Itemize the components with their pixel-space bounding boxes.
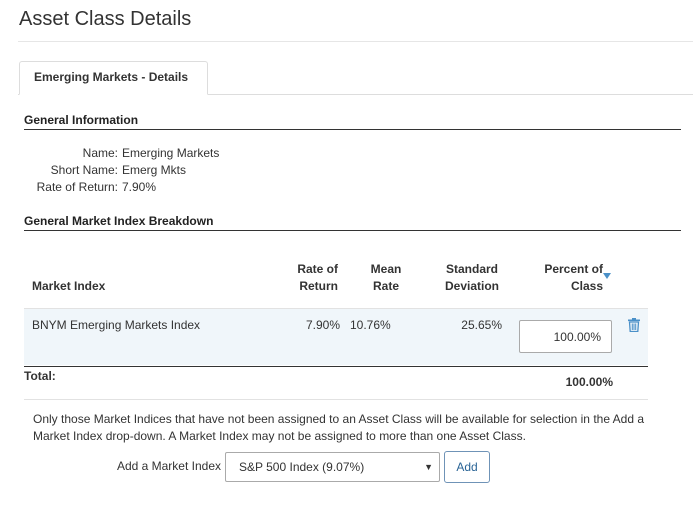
column-header-rate-of-return-line2: Return	[299, 279, 338, 293]
total-value: 100.00%	[565, 375, 613, 389]
info-label-short-name: Short Name:	[50, 163, 118, 177]
column-header-mean-rate-line2: Rate	[372, 279, 399, 293]
title-divider	[18, 41, 693, 42]
percent-of-class-input[interactable]	[519, 320, 612, 353]
column-header-percent-line1: Percent of	[544, 262, 603, 276]
column-header-standard-deviation[interactable]: Standard Deviation	[432, 261, 512, 295]
column-header-market-index[interactable]: Market Index	[32, 279, 106, 293]
column-header-mean-rate[interactable]: Mean Rate	[358, 261, 414, 295]
chevron-down-icon: ▼	[424, 462, 433, 472]
total-divider	[24, 366, 648, 367]
info-label-name: Name:	[82, 146, 118, 160]
cell-mean-rate: 10.76%	[350, 318, 391, 332]
general-information-heading: General Information	[24, 113, 681, 130]
cell-market-index: BNYM Emerging Markets Index	[32, 318, 201, 332]
page-title: Asset Class Details	[19, 8, 192, 30]
column-header-percent-of-class[interactable]: Percent of Class	[526, 261, 603, 295]
column-header-rate-of-return-line1: Rate of	[297, 262, 338, 276]
cell-standard-deviation: 25.65%	[461, 318, 502, 332]
column-header-rate-of-return[interactable]: Rate of Return	[270, 261, 338, 295]
tab-emerging-markets-details[interactable]: Emerging Markets - Details	[19, 61, 208, 95]
market-index-select-value: S&P 500 Index (9.07%)	[239, 460, 365, 474]
add-market-index-label: Add a Market Index	[116, 459, 221, 473]
table-row: BNYM Emerging Markets Index 7.90% 10.76%…	[24, 309, 648, 365]
column-header-std-dev-line1: Standard	[445, 262, 498, 276]
total-label: Total:	[24, 369, 56, 383]
cell-rate-of-return: 7.90%	[305, 318, 340, 332]
info-value-short-name: Emerg Mkts	[122, 163, 187, 177]
assignment-note: Only those Market Indices that have not …	[33, 412, 645, 443]
column-header-percent-line2: Class	[570, 279, 603, 293]
tab-strip-divider	[18, 94, 693, 95]
add-market-index-button[interactable]: Add	[444, 451, 490, 483]
trash-icon[interactable]	[628, 318, 640, 332]
info-label-rate-of-return: Rate of Return:	[36, 180, 118, 194]
info-value-rate-of-return: 7.90%	[122, 180, 157, 194]
grid-header-divider	[24, 308, 648, 309]
column-header-std-dev-line2: Deviation	[444, 279, 499, 293]
market-index-select[interactable]: S&P 500 Index (9.07%) ▼	[225, 452, 440, 482]
column-header-mean-rate-line1: Mean	[370, 262, 402, 276]
info-value-name: Emerging Markets	[122, 146, 220, 160]
market-index-breakdown-heading: General Market Index Breakdown	[24, 214, 681, 231]
sort-desc-icon[interactable]	[603, 273, 611, 280]
total-bottom-divider	[24, 399, 648, 400]
